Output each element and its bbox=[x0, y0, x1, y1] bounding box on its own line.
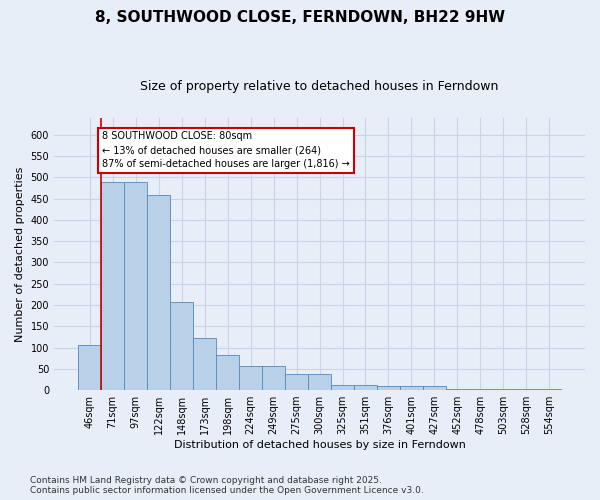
Bar bbox=[377, 386, 400, 390]
Bar bbox=[308, 374, 331, 390]
Bar bbox=[124, 182, 147, 390]
Bar bbox=[538, 389, 561, 390]
Bar bbox=[147, 195, 170, 390]
Bar bbox=[515, 389, 538, 390]
Bar bbox=[446, 389, 469, 390]
Title: Size of property relative to detached houses in Ferndown: Size of property relative to detached ho… bbox=[140, 80, 499, 93]
Text: 8 SOUTHWOOD CLOSE: 80sqm
← 13% of detached houses are smaller (264)
87% of semi-: 8 SOUTHWOOD CLOSE: 80sqm ← 13% of detach… bbox=[103, 132, 350, 170]
Bar bbox=[262, 366, 285, 390]
Bar bbox=[170, 302, 193, 390]
Text: Contains HM Land Registry data © Crown copyright and database right 2025.
Contai: Contains HM Land Registry data © Crown c… bbox=[30, 476, 424, 495]
Bar bbox=[492, 389, 515, 390]
Bar bbox=[101, 182, 124, 390]
Bar bbox=[216, 355, 239, 390]
Y-axis label: Number of detached properties: Number of detached properties bbox=[15, 166, 25, 342]
Text: 8, SOUTHWOOD CLOSE, FERNDOWN, BH22 9HW: 8, SOUTHWOOD CLOSE, FERNDOWN, BH22 9HW bbox=[95, 10, 505, 25]
Bar bbox=[469, 389, 492, 390]
Bar bbox=[193, 338, 216, 390]
Bar bbox=[400, 386, 423, 390]
Bar bbox=[78, 346, 101, 390]
Bar bbox=[239, 366, 262, 390]
Bar bbox=[354, 384, 377, 390]
Bar bbox=[423, 386, 446, 390]
Bar bbox=[331, 384, 354, 390]
Bar bbox=[285, 374, 308, 390]
X-axis label: Distribution of detached houses by size in Ferndown: Distribution of detached houses by size … bbox=[173, 440, 466, 450]
